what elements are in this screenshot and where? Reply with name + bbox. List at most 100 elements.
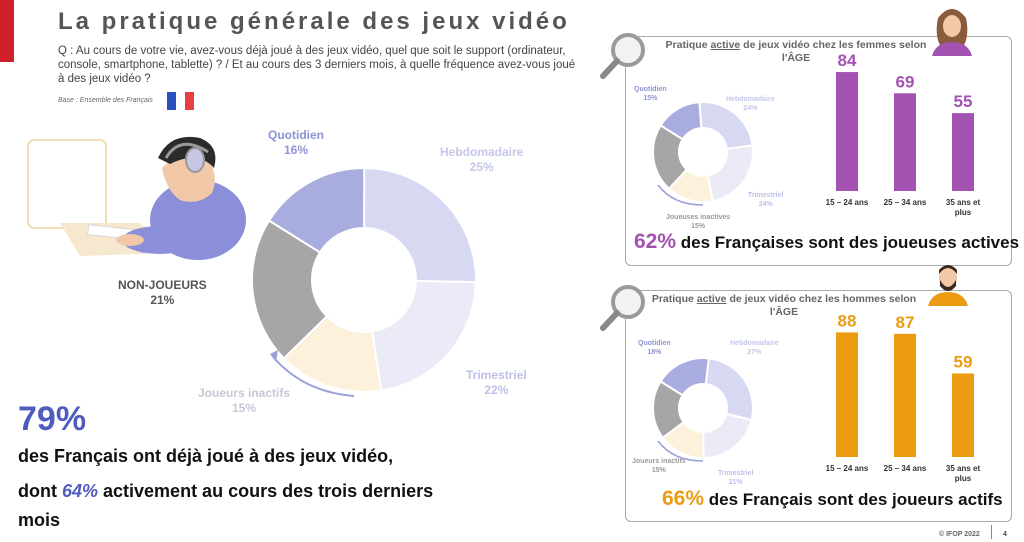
women-bar-1 (894, 93, 916, 191)
slice-hebdomadaire (363, 166, 477, 284)
women-title-line2: l'ÂGE (781, 52, 811, 64)
women-label-quotidien-value: 15% (643, 95, 658, 102)
men-title-underlined: active (696, 293, 727, 305)
headline-percentage: 79% (18, 400, 87, 438)
headline-line-2-pre: dont (18, 481, 62, 501)
label-trimestriel-value: 22% (484, 383, 509, 397)
footer-divider (991, 525, 992, 539)
women-title-post: de jeux vidéo chez les femmes selon (740, 39, 927, 51)
non-players-label: NON-JOUEURS 21% (118, 278, 207, 308)
men-bar-value-2: 59 (954, 352, 973, 371)
men-title-pre: Pratique (651, 293, 697, 305)
men-bar-label-2-0: 35 ans et (946, 464, 981, 473)
men-panel-title: Pratique active de jeux vidéo chez les h… (634, 293, 934, 319)
label-quotidien-name: Quotidien (268, 128, 324, 142)
slice-non-joueurs (251, 219, 329, 360)
women-summary-text: des Françaises sont des joueuses actives (676, 233, 1020, 252)
women-bar-value-1: 69 (896, 72, 915, 91)
women-label-hebdo-name: Hebdomadaire (726, 96, 775, 103)
gamer-illustration (27, 136, 246, 260)
women-panel: Pratique active de jeux vidéo chez les f… (625, 36, 1019, 266)
women-bar-value-0: 84 (838, 51, 857, 70)
men-label-hebdo-value: 27% (747, 349, 762, 356)
label-inactifs-value: 15% (232, 401, 257, 415)
men-panel: Pratique active de jeux vidéo chez les h… (625, 290, 1012, 522)
men-bar-0 (836, 332, 858, 457)
men-label-quotidien: Quotidien 18% (638, 339, 671, 357)
women-label-trim: Trimestriel 24% (748, 191, 783, 209)
women-summary-pct: 62% (634, 230, 677, 253)
women-bar-value-2: 55 (954, 92, 973, 111)
men-label-trim-value: 21% (728, 479, 743, 486)
men-bars: 88 15 – 24 ans 87 25 – 34 ans 59 35 ans etplu… (826, 311, 981, 483)
men-summary: 66% des Français sont des joueurs actifs (662, 487, 1003, 511)
men-slice-hebdo (704, 357, 754, 422)
men-label-quotidien-name: Quotidien (638, 340, 671, 347)
cycle-arrow-head (270, 350, 278, 362)
women-label-quotidien: Quotidien 15% (634, 85, 667, 103)
headline-line-3: mois (18, 510, 61, 530)
label-quotidien-value: 16% (283, 143, 309, 157)
women-panel-title: Pratique active de jeux vidéo chez les f… (646, 39, 946, 65)
men-bar-label-0-0: 15 – 24 ans (826, 464, 869, 473)
men-bar-value-0: 88 (838, 311, 857, 330)
men-bar-chart: 88 15 – 24 ans 87 25 – 34 ans 59 35 ans etplu… (826, 311, 981, 483)
women-title-underlined: active (710, 39, 741, 51)
headline-line-2-highlight: 64% (61, 481, 99, 501)
women-label-inactifs: Joueuses inactives 15% (666, 213, 730, 231)
men-bar-value-1: 87 (896, 313, 915, 332)
men-label-hebdo: Hebdomadaire 27% (730, 339, 779, 357)
women-label-trim-value: 24% (758, 201, 773, 208)
women-label-inactifs-name: Joueuses inactives (666, 214, 731, 221)
women-bar-2 (952, 113, 974, 191)
men-bar-2 (952, 373, 974, 457)
women-bars: 84 15 – 24 ans 69 25 – 34 ans 55 35 ans etplu… (826, 51, 981, 217)
red-accent-bar (0, 0, 14, 62)
magnifier-icon-men (600, 285, 645, 331)
men-label-inactifs: Joueurs inactifs 15% (632, 457, 686, 475)
women-bar-0 (836, 72, 858, 191)
men-summary-pct: 66% (662, 487, 705, 510)
slice-trimestriel (370, 279, 477, 392)
women-donut-segments (652, 101, 754, 203)
women-bar-label-2-0: 35 ans et (946, 198, 981, 207)
men-cycle-arrow (657, 440, 704, 462)
women-bar-label-0-0: 15 – 24 ans (826, 198, 869, 207)
woman-avatar-icon (932, 9, 972, 56)
headline-line-2: dont 64% activement au cours des trois d… (18, 481, 433, 502)
label-hebdomadaire-value: 25% (469, 160, 494, 174)
men-summary-text: des Français sont des joueurs actifs (704, 490, 1003, 509)
label-trimestriel-name: Trimestriel (466, 368, 527, 382)
page-number: 4 (1003, 531, 1007, 538)
men-label-hebdo-name: Hebdomadaire (730, 340, 779, 347)
men-bar-1 (894, 333, 916, 457)
women-bar-chart: 84 15 – 24 ans 69 25 – 34 ans 55 35 ans etplu… (826, 51, 981, 217)
footer-copyright: © IFOP 2022 (939, 531, 980, 538)
main-donut-segments (251, 166, 477, 393)
label-inactifs-name: Joueurs inactifs (198, 386, 291, 400)
label-quotidien: Quotidien 16% (268, 128, 324, 158)
men-label-inactifs-name: Joueurs inactifs (632, 458, 686, 465)
base-note: Base : Ensemble des Français (58, 97, 153, 104)
non-players-value: 21% (150, 293, 175, 307)
women-label-hebdo-value: 24% (743, 105, 758, 112)
women-label-trim-name: Trimestriel (748, 192, 784, 199)
women-bar-label-1-0: 25 – 34 ans (884, 198, 927, 207)
men-slice-rest (652, 380, 686, 440)
page-title: La pratique générale des jeux vidéo (58, 8, 570, 35)
women-cycle-arrow (657, 184, 704, 206)
magnifier-icon (600, 33, 645, 79)
survey-question: Q : Au cours de votre vie, avez-vous déj… (58, 45, 576, 85)
women-donut-chart (652, 101, 754, 206)
french-flag-icon (167, 92, 194, 110)
women-label-quotidien-name: Quotidien (634, 86, 667, 93)
women-slice-rest (652, 124, 689, 191)
men-label-trim-name: Trimestriel (718, 470, 754, 477)
men-bar-label-2-1: plus (955, 474, 972, 483)
women-title-pre: Pratique (665, 39, 711, 51)
women-bar-label-2-1: plus (955, 208, 972, 217)
main-donut-chart (251, 166, 477, 397)
men-bar-label-1-0: 25 – 34 ans (884, 464, 927, 473)
men-label-quotidien-value: 18% (647, 349, 662, 356)
women-label-inactifs-value: 15% (691, 223, 706, 230)
